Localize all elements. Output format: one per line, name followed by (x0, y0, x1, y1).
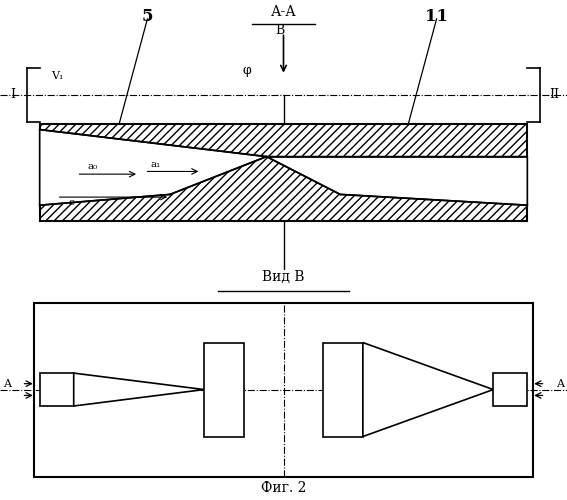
Bar (40, 373, 74, 406)
Text: Вид В: Вид В (263, 270, 304, 283)
Text: А-А: А-А (270, 6, 297, 20)
Bar (40, 124, 527, 222)
Text: 11: 11 (425, 8, 448, 25)
Text: φ: φ (242, 64, 251, 76)
Bar (323, 342, 363, 436)
Text: a₁: a₁ (150, 160, 160, 169)
Text: V₁: V₁ (51, 70, 64, 81)
Text: c: c (68, 198, 74, 207)
Text: 5: 5 (142, 8, 153, 25)
Polygon shape (40, 130, 266, 205)
Bar (34, 302, 533, 476)
Text: A: A (3, 378, 11, 388)
Bar (493, 373, 527, 406)
Polygon shape (363, 342, 493, 436)
Polygon shape (74, 373, 204, 406)
Text: В: В (275, 24, 284, 38)
Text: I: I (10, 88, 15, 101)
Text: II: II (549, 88, 560, 101)
Polygon shape (266, 156, 527, 205)
Text: a₀: a₀ (88, 162, 98, 172)
Bar (204, 342, 244, 436)
Text: A: A (556, 378, 564, 388)
Text: Фиг. 2: Фиг. 2 (261, 482, 306, 496)
